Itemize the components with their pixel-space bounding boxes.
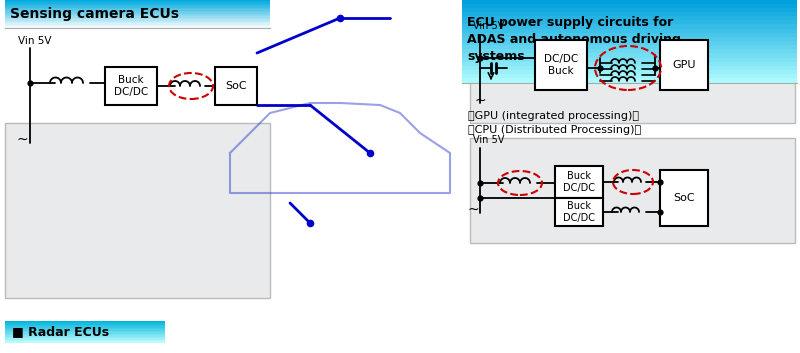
Bar [462,62,797,66]
Bar [5,321,165,323]
Bar [462,49,797,54]
Bar [215,67,257,105]
Bar [462,16,797,21]
Text: Buck
DC/DC: Buck DC/DC [563,171,595,193]
Bar [5,2,270,4]
Bar [5,20,270,22]
Bar [5,123,270,298]
Bar [462,12,797,17]
Point [304,220,317,226]
Bar [5,8,270,10]
Bar [5,11,270,13]
Bar [470,138,795,243]
Bar [555,166,603,198]
Bar [5,325,165,327]
Text: Vin 5V: Vin 5V [18,36,51,46]
Text: ＜CPU (Distributed Processing)＞: ＜CPU (Distributed Processing)＞ [468,125,641,135]
Text: GPU: GPU [672,60,696,70]
Point [24,80,37,86]
Text: ■ Radar ECUs: ■ Radar ECUs [12,325,109,339]
Bar [5,340,165,342]
Text: Sensing camera ECUs: Sensing camera ECUs [10,7,179,21]
Bar [5,338,165,340]
Bar [5,322,165,324]
Bar [5,327,165,328]
Bar [462,66,797,71]
Bar [462,8,797,12]
Bar [5,334,165,336]
Point [474,180,486,186]
Bar [5,16,270,18]
Text: Buck
DC/DC: Buck DC/DC [563,201,595,223]
Text: ~: ~ [16,133,28,147]
Bar [462,45,797,50]
Text: ~: ~ [474,94,486,108]
Text: ECU power supply circuits for
ADAS and autonomous driving
systems: ECU power supply circuits for ADAS and a… [467,16,681,63]
Bar [5,341,165,343]
Point [649,65,662,71]
Text: SoC: SoC [673,193,695,203]
Bar [5,22,270,24]
Bar [462,37,797,42]
Bar [5,15,270,17]
Bar [5,323,165,325]
Bar [5,9,270,11]
Bar [5,337,165,339]
Bar [5,328,165,330]
Bar [5,13,270,16]
Bar [535,40,587,90]
Bar [660,170,708,226]
Point [594,65,606,71]
Bar [5,25,270,26]
Bar [5,5,270,7]
Text: DC/DC
Buck: DC/DC Buck [544,54,578,76]
Text: Vin 5V: Vin 5V [473,135,504,145]
Bar [5,0,270,1]
Point [474,195,486,201]
Bar [5,12,270,14]
Bar [462,33,797,37]
Bar [462,41,797,46]
Bar [5,18,270,20]
Bar [5,19,270,21]
Point [363,150,377,156]
Point [654,209,666,215]
Bar [462,0,797,4]
Bar [5,329,165,331]
Bar [5,23,270,25]
Bar [462,20,797,25]
Bar [660,40,708,90]
Bar [5,332,165,334]
Bar [470,23,795,123]
Bar [555,198,603,226]
Bar [462,70,797,75]
Point [474,55,486,61]
Bar [5,26,270,28]
Bar [462,53,797,58]
Bar [462,78,797,83]
Bar [462,74,797,79]
Bar [5,6,270,8]
Text: Vin 5V: Vin 5V [473,21,504,31]
Bar [5,4,270,6]
Bar [105,67,157,105]
Point [334,15,346,21]
Bar [5,335,165,337]
Text: ~: ~ [467,203,479,217]
Bar [462,29,797,33]
Bar [5,1,270,3]
Text: ＜GPU (integrated processing)＞: ＜GPU (integrated processing)＞ [468,111,639,121]
Text: Buck
DC/DC: Buck DC/DC [114,75,148,97]
Bar [462,4,797,8]
Bar [5,331,165,333]
Point [654,179,666,185]
Bar [462,58,797,62]
Text: SoC: SoC [225,81,247,91]
Bar [462,24,797,29]
